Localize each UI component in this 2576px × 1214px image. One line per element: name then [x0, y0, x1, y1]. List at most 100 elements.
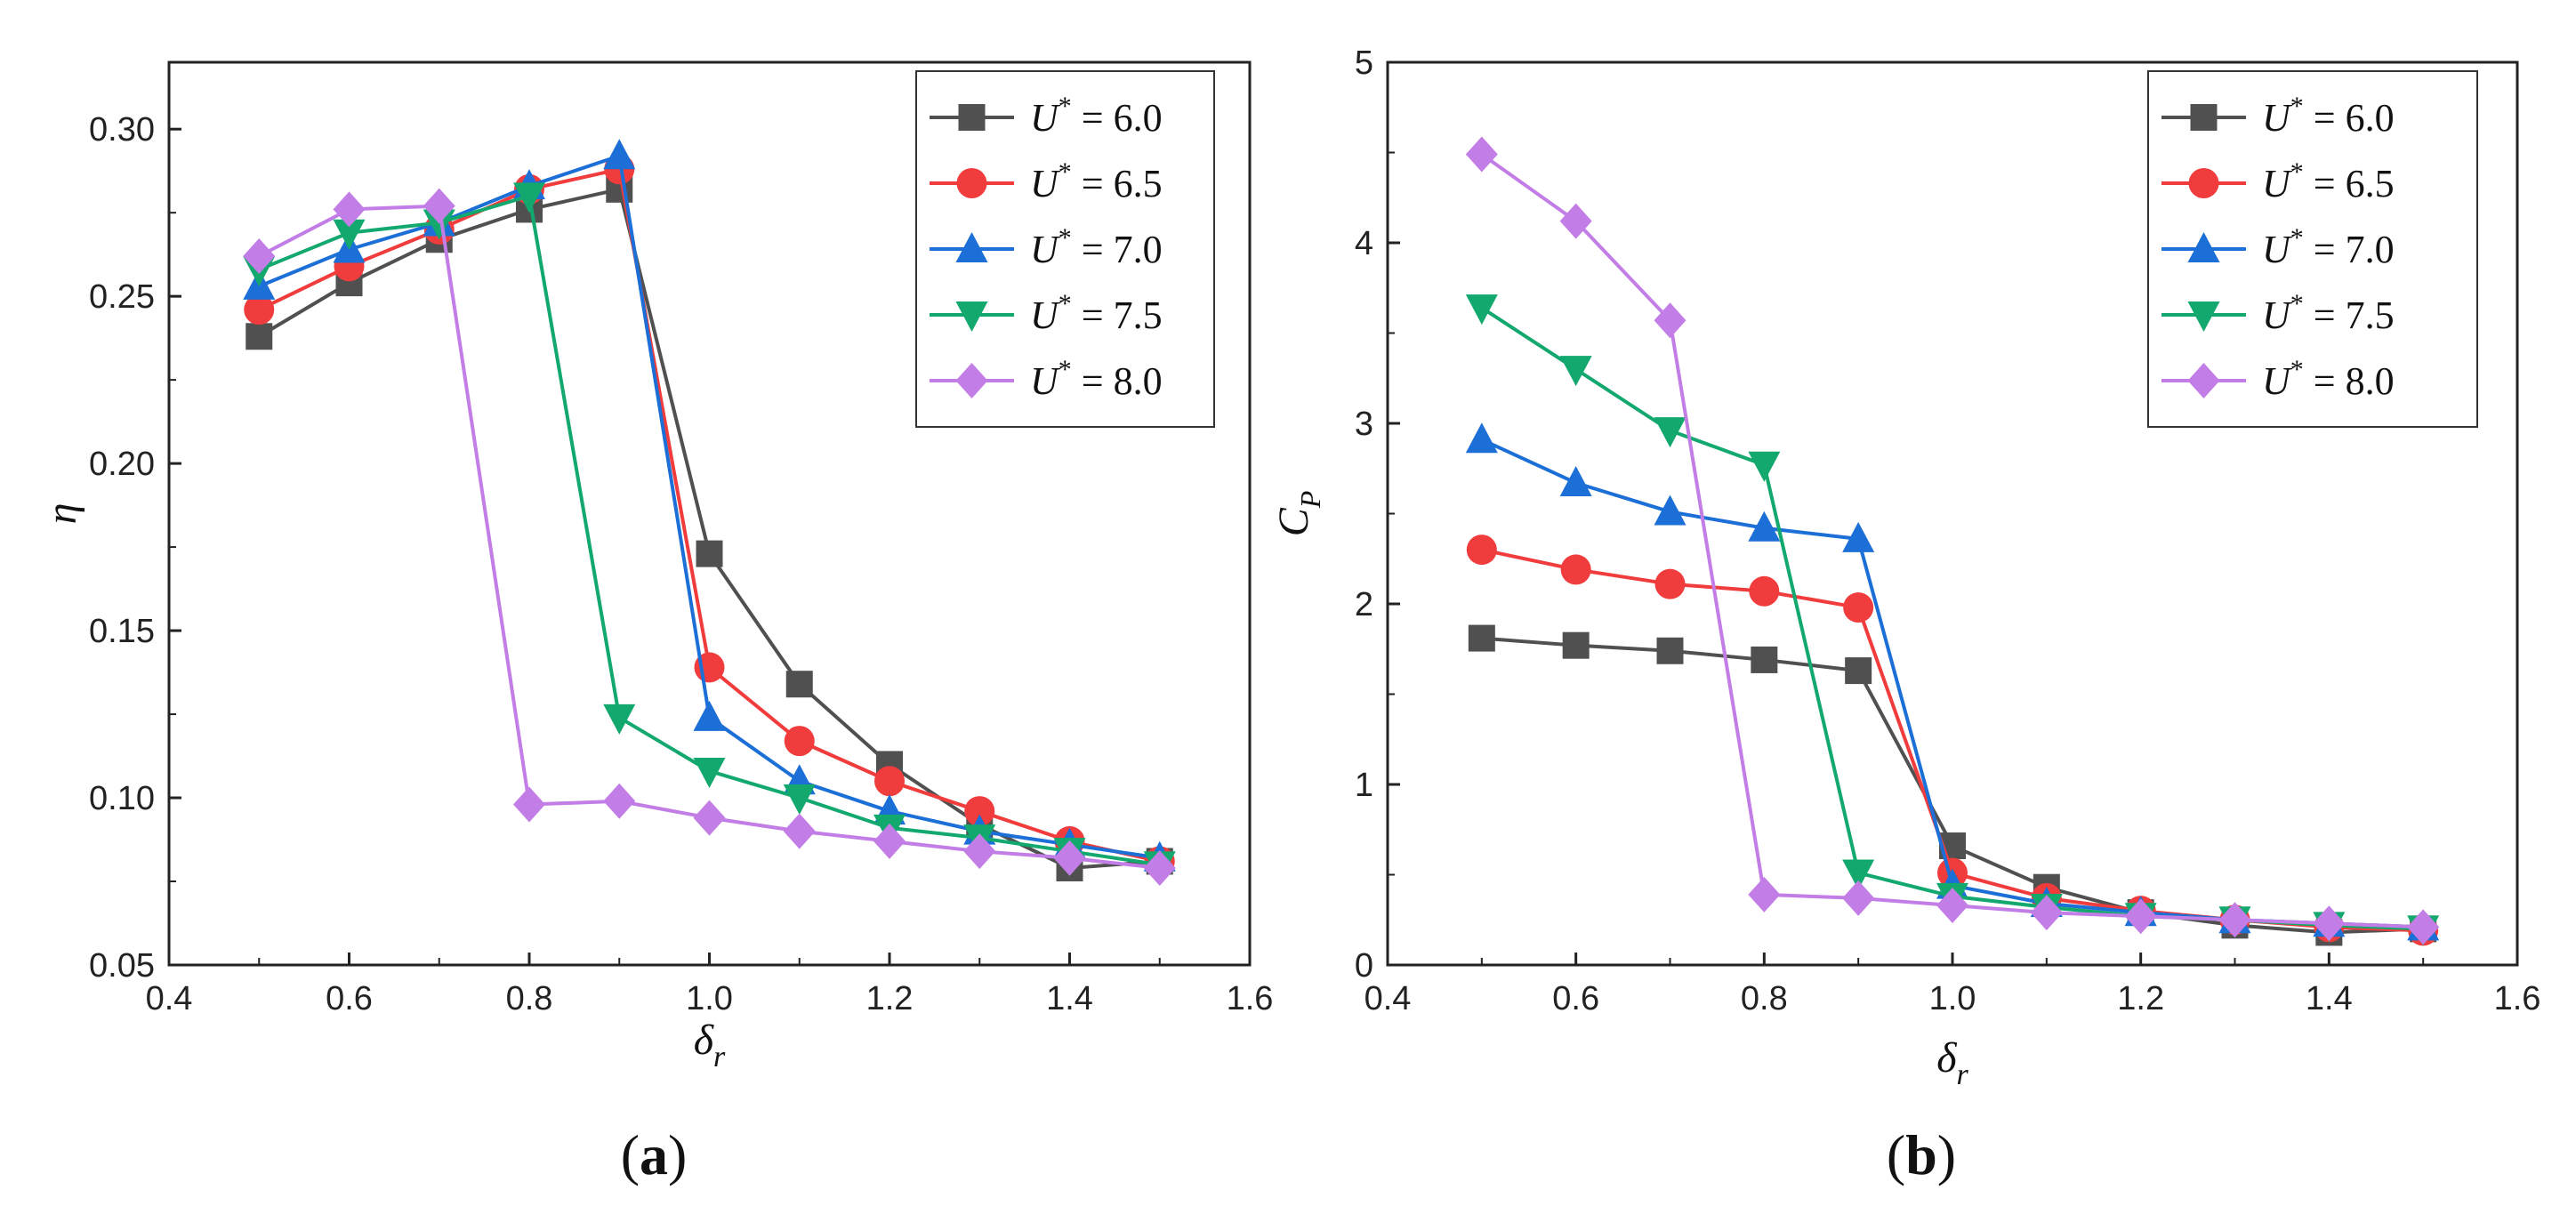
- data-point: [784, 726, 815, 757]
- data-point: [783, 813, 816, 849]
- y-axis-title: CP: [1270, 491, 1326, 537]
- x-tick-label: 0.6: [326, 980, 373, 1017]
- data-point: [1748, 451, 1781, 482]
- data-point: [1560, 554, 1591, 585]
- data-point: [513, 786, 545, 823]
- data-point: [693, 800, 726, 836]
- y-tick-label: 0.15: [89, 613, 155, 650]
- y-tick-label: 0: [1355, 947, 1373, 985]
- legend-marker: [2188, 168, 2219, 198]
- y-tick-label: 1: [1355, 767, 1373, 804]
- data-point: [693, 757, 726, 788]
- legend-marker: [2190, 104, 2218, 131]
- data-point: [1749, 575, 1780, 607]
- data-point: [603, 783, 636, 819]
- y-tick-label: 4: [1355, 225, 1373, 262]
- x-tick-label: 1.0: [686, 980, 733, 1017]
- data-point: [246, 323, 273, 350]
- data-point: [1845, 657, 1872, 685]
- x-tick-label: 1.4: [1046, 980, 1093, 1017]
- data-point: [603, 703, 636, 735]
- data-point: [1468, 624, 1495, 652]
- y-tick-label: 2: [1355, 586, 1373, 623]
- x-tick-label: 0.4: [146, 980, 193, 1017]
- data-point: [696, 540, 723, 567]
- legend-label: U* = 7.0: [1030, 223, 1163, 271]
- legend-marker: [958, 104, 986, 131]
- x-axis-title: δr: [694, 1017, 726, 1073]
- x-tick-label: 1.4: [2306, 980, 2353, 1017]
- data-point: [333, 191, 366, 228]
- y-tick-label: 0.20: [89, 446, 155, 483]
- data-point: [1842, 859, 1875, 890]
- data-point: [423, 209, 455, 240]
- data-point: [1465, 422, 1498, 454]
- x-tick-label: 1.6: [1227, 980, 1274, 1017]
- panel-a: 0.4 0.6 0.8 1.0 1.2 1.4 1.6 0.05 0.10 0.15 0.20 0.2…: [38, 60, 1274, 1186]
- data-point: [2313, 905, 2346, 942]
- y-tick-label: 3: [1355, 406, 1373, 443]
- legend-label: U* = 7.5: [2262, 289, 2395, 337]
- data-point: [244, 294, 275, 326]
- data-point: [693, 700, 726, 731]
- legend-marker: [2187, 232, 2220, 262]
- data-point: [1559, 203, 1592, 239]
- data-point: [1936, 888, 1968, 924]
- data-point: [1053, 840, 1086, 876]
- legend-marker: [955, 363, 988, 398]
- data-point: [1748, 511, 1781, 542]
- data-point: [1143, 849, 1176, 886]
- data-point: [1843, 592, 1874, 623]
- y-tick-label: 5: [1355, 44, 1373, 82]
- legend-marker: [955, 232, 988, 262]
- y-axis-title: η: [38, 503, 85, 525]
- legend-marker: [2187, 301, 2220, 332]
- data-point: [964, 796, 995, 827]
- legend: U* = 6.0 U* = 6.5 U* = 7.0 U* = 7.5 U* = 8.0: [915, 70, 1215, 428]
- legend-label: U* = 6.0: [2262, 92, 2395, 140]
- legend-label: U* = 8.0: [2262, 355, 2395, 403]
- data-point: [1751, 646, 1778, 673]
- x-tick-label: 1.0: [1929, 980, 1976, 1017]
- data-point: [513, 182, 545, 213]
- x-tick-label: 0.6: [1552, 980, 1599, 1017]
- legend-label: U* = 7.5: [1030, 289, 1163, 337]
- data-point: [1748, 876, 1781, 913]
- data-point: [1656, 637, 1684, 664]
- data-point: [1559, 356, 1592, 387]
- data-point: [2407, 909, 2440, 945]
- data-point: [874, 766, 905, 797]
- panel-label: (b): [1887, 1123, 1956, 1186]
- legend-label: U* = 7.0: [2262, 223, 2395, 271]
- x-tick-label: 1.2: [866, 980, 914, 1017]
- data-point: [2218, 902, 2251, 938]
- data-point: [2124, 898, 2157, 935]
- x-tick-label: 0.4: [1364, 980, 1412, 1017]
- legend-marker: [956, 168, 987, 198]
- data-point: [1654, 494, 1686, 526]
- x-tick-label: 1.6: [2494, 980, 2541, 1017]
- data-point: [243, 238, 276, 275]
- panel-b: 0.4 0.6 0.8 1.0 1.2 1.4 1.6 0 1 2 3 4 5 δr CP U* = 6.0 U…: [1270, 44, 2540, 1186]
- data-point: [2030, 895, 2063, 931]
- x-tick-label: 0.8: [506, 980, 553, 1017]
- data-point: [1465, 294, 1498, 326]
- data-point: [1654, 302, 1686, 339]
- data-point: [1562, 631, 1590, 659]
- x-tick-label: 1.2: [2117, 980, 2164, 1017]
- data-point: [603, 139, 636, 170]
- data-point: [1842, 880, 1875, 916]
- data-point: [333, 219, 366, 250]
- data-point: [1465, 136, 1498, 173]
- data-point: [785, 671, 813, 698]
- y-tick-label: 0.25: [89, 278, 155, 316]
- data-point: [963, 833, 996, 870]
- legend-label: U* = 6.5: [2262, 157, 2395, 205]
- y-tick-label: 0.30: [89, 111, 155, 149]
- x-axis-title: δr: [1936, 1034, 1968, 1091]
- legend-label: U* = 6.0: [1030, 92, 1163, 140]
- x-tick-label: 0.8: [1741, 980, 1788, 1017]
- data-point: [1842, 521, 1875, 552]
- y-tick-label: 0.05: [89, 947, 155, 985]
